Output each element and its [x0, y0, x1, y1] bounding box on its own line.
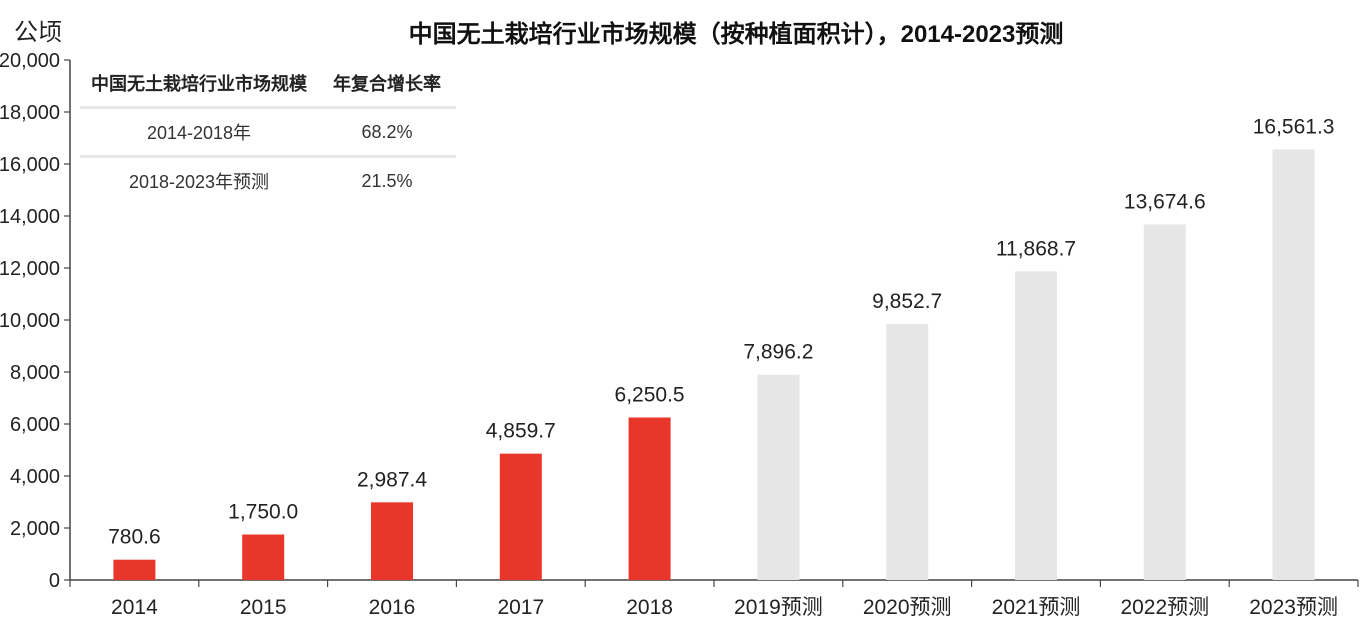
bar [113, 559, 156, 580]
y-tick-label: 20,000 [0, 50, 60, 72]
y-tick-label: 6,000 [10, 414, 60, 436]
x-tick-label: 2015 [240, 596, 287, 619]
x-tick-label: 2020预测 [863, 596, 952, 619]
data-label: 2,987.4 [357, 468, 427, 491]
data-label: 4,859.7 [486, 420, 556, 443]
y-tick-label: 12,000 [0, 258, 60, 280]
x-tick-label: 2016 [369, 596, 416, 619]
cagr-table-header-row: 中国无土栽培行业市场规模 年复合增长率 [80, 60, 456, 109]
bar [371, 502, 413, 580]
bar [1015, 271, 1057, 580]
bar [242, 534, 285, 580]
y-tick-label: 18,000 [0, 102, 60, 124]
y-tick-label: 4,000 [10, 466, 60, 488]
y-tick-label: 10,000 [0, 310, 60, 332]
bar [886, 323, 929, 580]
data-label: 11,868.7 [996, 237, 1076, 260]
x-tick-label: 2014 [111, 596, 158, 619]
cagr-table-row: 2014-2018年 68.2% [80, 107, 456, 158]
data-label: 7,896.2 [743, 341, 813, 364]
cagr-table-row: 2018-2023年预测 21.5% [80, 157, 456, 205]
x-tick-label: 2017 [497, 596, 544, 619]
cagr-table-header-cagr: 年复合增长率 [318, 60, 456, 109]
bar [499, 453, 542, 580]
bar [1272, 149, 1315, 581]
cagr-period: 2018-2023年预测 [128, 172, 270, 192]
data-label: 1,750.0 [228, 501, 298, 524]
cagr-table-header-market: 中国无土栽培行业市场规模 [80, 60, 318, 109]
chart-title: 中国无土栽培行业市场规模（按种植面积计），2014-2023预测 [408, 21, 1064, 48]
y-axis-unit: 公顷 [14, 19, 62, 46]
data-label: 780.6 [108, 526, 161, 549]
bar [757, 374, 800, 580]
bar [1143, 224, 1186, 581]
cagr-table: 中国无土栽培行业市场规模 年复合增长率 2014-2018年 68.2% 201… [80, 60, 456, 204]
cagr-value: 21.5% [361, 170, 413, 191]
x-tick-label: 2023预测 [1249, 596, 1338, 619]
x-tick-label: 2018 [626, 596, 673, 619]
x-tick-label: 2022预测 [1120, 596, 1209, 619]
y-tick-label: 8,000 [10, 362, 60, 384]
data-label: 9,852.7 [872, 290, 942, 313]
y-tick-label: 0 [49, 570, 60, 592]
cagr-period: 2014-2018年 [80, 107, 318, 158]
y-tick-label: 2,000 [10, 518, 60, 540]
bar [628, 417, 671, 580]
x-tick-label: 2019预测 [734, 596, 823, 619]
x-tick-label: 2021预测 [992, 596, 1081, 619]
y-tick-label: 14,000 [0, 206, 60, 228]
cagr-value: 68.2% [318, 107, 456, 158]
data-label: 16,561.3 [1253, 115, 1335, 138]
y-tick-label: 16,000 [0, 154, 60, 176]
data-label: 6,250.5 [615, 383, 685, 406]
data-label: 13,674.6 [1124, 190, 1206, 213]
